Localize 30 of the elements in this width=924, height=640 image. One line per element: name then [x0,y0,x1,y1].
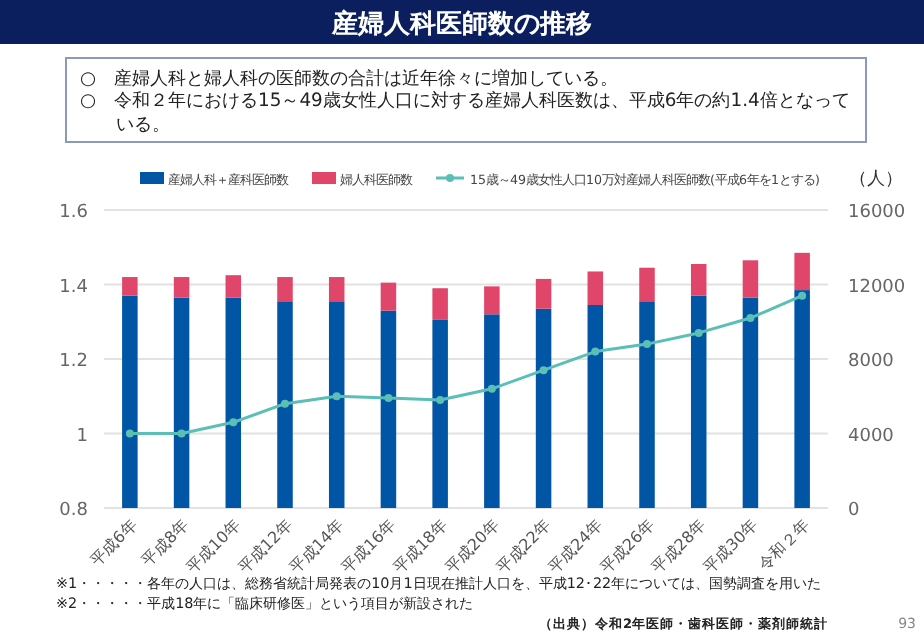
point [487,384,496,393]
x-tick-label: 平成6年 [86,516,141,570]
x-tick-label: 令和２年 [754,516,813,575]
y-tick-label: 1 [76,426,88,447]
point [591,347,600,356]
point [281,399,289,408]
y-tick-label: 1.2 [59,352,88,372]
point [643,340,651,349]
point [332,392,341,401]
point [125,429,134,438]
y-tick-label: 1.6 [59,203,89,223]
y-tick-label: 0.8 [59,501,89,521]
y2-tick-label: 16000 [848,203,906,223]
point [746,314,755,323]
text: ○ 令和２年における15～49歳女性人口に対する産婦人科医数は、平成6年の約1.4倍となっている。 [78,90,852,136]
point [694,328,703,337]
chart-title: 産婦人科医師数の推移 [330,8,592,40]
y2-tick-label: 8000 [848,352,895,372]
point [798,291,807,300]
y2-axis-title: （人） [849,168,903,190]
y2-tick-label: 4000 [848,426,895,447]
point [229,418,238,427]
text: ○ 産婦人科と婦人科の医師数の合計は近年徐々に増加している。 [80,68,619,90]
y2-tick-label: 0 [848,501,860,521]
point [384,394,393,403]
point [436,395,445,404]
y-tick-label: 1.4 [59,277,89,298]
point [177,429,186,438]
point [539,366,548,375]
y2-tick-label: 12000 [848,277,906,298]
